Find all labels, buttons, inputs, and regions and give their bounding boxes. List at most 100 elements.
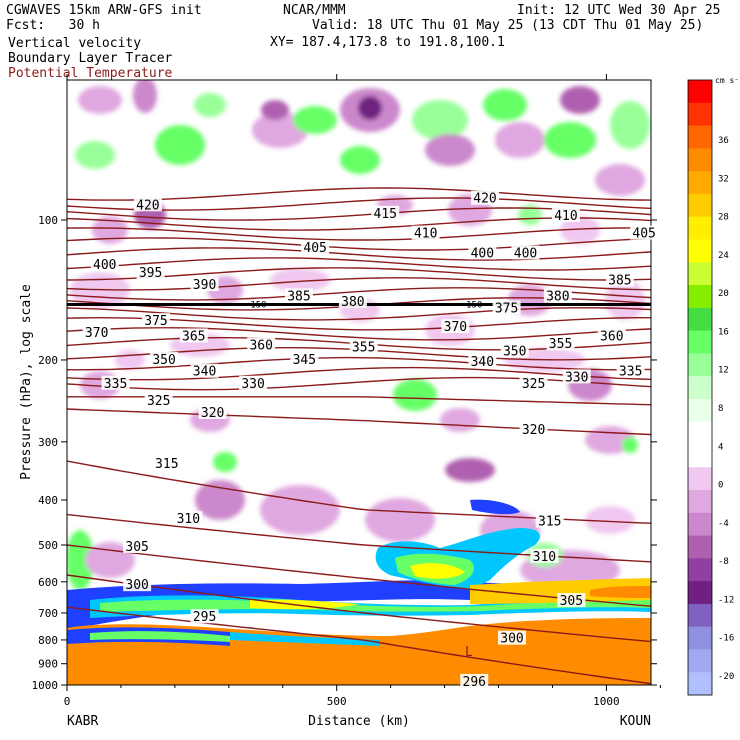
theta-label: 345 [293,353,316,368]
theta-label-bg [142,313,171,328]
theta-label-bg [152,456,181,471]
theta-label-bg [136,264,165,279]
colorbar-frame [687,79,713,696]
x-tick-label: 0 [64,695,71,708]
theta-label: 370 [85,326,108,341]
colorbar-swatch [688,398,712,423]
legend-potential-temperature: Potential Temperature [8,66,173,81]
theta-label-bg [498,630,527,645]
colorbar-label: 36 [718,136,729,146]
y-tick-label: 300 [38,436,58,449]
theta-label-bg [492,300,521,315]
low-marker: L [465,645,473,660]
colorbar-swatch [688,672,712,696]
theta-label: 335 [619,365,642,380]
theta-contour [67,356,651,371]
theta-label: 380 [341,295,364,310]
tropopause-label: 150 [250,301,266,311]
x-tick-label: 500 [327,695,347,708]
theta-contour [67,513,651,563]
theta-label-bg [468,245,497,260]
theta-label: 400 [471,246,494,261]
y-tick-label: 100 [38,214,58,227]
theta-label: 296 [463,675,486,690]
colorbar-swatch [688,330,712,354]
colorbar-label: -20 [718,672,734,682]
theta-contour [67,408,651,436]
theta-label: 335 [104,377,127,392]
theta-contour [67,247,651,261]
theta-label-bg [150,351,179,366]
colorbar-label: 4 [718,442,723,452]
theta-contour [67,187,651,201]
theta-label: 350 [503,345,526,360]
theta-label-bg [411,225,440,240]
colorbar-label: 24 [718,251,729,261]
x-tick-label: 1000 [593,695,620,708]
colorbar-label: 8 [718,404,723,414]
theta-label: 375 [495,301,518,316]
colorbar-swatch [688,193,712,218]
theta-label: 385 [287,289,310,304]
theta-label-bg [284,288,313,303]
y-axis-label: Pressure (hPa), log scale [19,284,34,480]
colorbar-swatch [688,535,712,559]
colorbar-swatch [688,444,712,468]
colorbar-swatch [688,649,712,673]
colorbar-label: -12 [718,595,734,605]
theta-label: 375 [144,314,167,329]
theta-label-bg [597,328,626,343]
theta-label: 325 [147,394,170,409]
colorbar-swatch [688,353,712,377]
theta-label-bg [90,257,119,272]
theta-label-bg [123,577,152,592]
x-axis-label: Distance (km) [308,714,410,729]
theta-contour [67,366,651,381]
theta-label-bg [290,351,319,366]
colorbar-swatch [688,558,712,582]
theta-label-bg [519,422,548,437]
theta-label: 400 [514,246,537,261]
theta-contour [67,197,651,211]
theta-label: 340 [471,355,494,370]
theta-contour [67,574,651,643]
legend-vertical-velocity: Vertical velocity [8,36,142,51]
theta-label: 405 [632,227,655,242]
theta-label-bg [190,277,219,292]
theta-label: 410 [554,209,577,224]
y-tick-label: 400 [38,494,58,507]
y-tick-label: 200 [38,354,58,367]
theta-label: 330 [565,370,588,385]
theta-label-bg [349,339,378,354]
x-endpoint-left: KABR [67,714,98,729]
legend-boundary-layer: Boundary Layer Tracer [8,51,173,66]
theta-label-bg [198,404,227,419]
colorbar-label: 20 [718,289,729,299]
theta-label: 385 [608,274,631,289]
theta-label-bg [551,207,580,222]
colorbar-swatch [688,102,712,127]
theta-label-bg [179,328,208,343]
theta-label-bg [530,548,559,563]
forecast-hour: Fcst: 30 h [6,18,100,33]
y-tick-label: 500 [38,539,58,552]
theta-label: 365 [182,329,205,344]
colorbar-label: 28 [718,213,729,223]
cross-section-coords: XY= 187.4,173.8 to 191.8,100.1 [270,35,505,50]
colorbar: cm s⁻¹ 36 32 28 24 20 16 12 8 4 0 -4 -8 -12 -16 -20 [687,76,740,696]
theta-label-bg [239,375,268,390]
colorbar-swatch [688,239,712,263]
theta-label: 310 [533,550,556,565]
theta-label: 420 [136,198,159,213]
theta-label: 300 [500,632,523,647]
theta-contour [67,227,651,241]
theta-label: 305 [125,540,148,555]
colorbar-label: 32 [718,174,729,184]
theta-label-bg [535,513,564,528]
theta-contour [67,326,651,341]
colorbar-swatch [688,490,712,514]
theta-label-bg [460,673,489,688]
theta-label: 405 [303,241,326,256]
colorbar-swatch [688,512,712,537]
theta-label: 360 [249,338,272,353]
